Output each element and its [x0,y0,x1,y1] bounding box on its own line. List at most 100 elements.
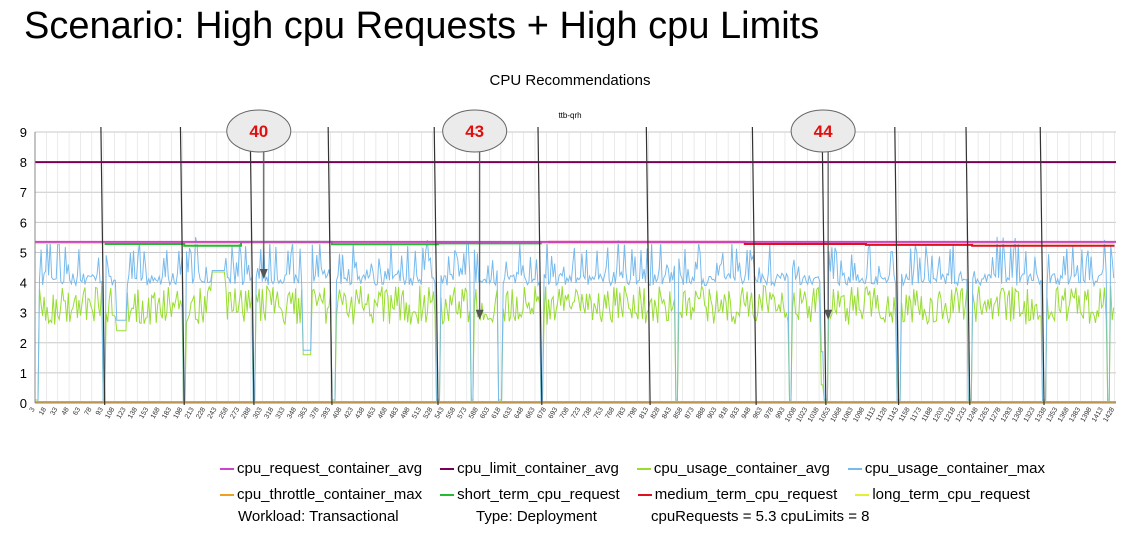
window-divider [821,126,827,406]
x-tick-label: 273 [229,406,241,420]
workload-label: Workload: Transactional [238,508,399,525]
legend-label: cpu_request_container_avg [237,460,423,477]
x-tick-label: 93 [95,406,105,416]
legend-label: cpu_limit_container_avg [457,460,619,477]
x-tick-label: 498 [400,406,412,420]
legend-item: cpu_usage_container_max [847,460,1046,477]
x-tick-label: 963 [752,406,764,420]
annotation-layer: 40 43 44 [226,109,856,320]
window-divider [751,126,757,406]
x-tick-label: 153 [138,406,150,420]
x-tick-label: 663 [525,406,537,420]
x-tick-label: 783 [616,406,628,420]
legend-swatch [636,467,651,470]
y-tick-label: 4 [20,276,27,291]
x-tick-label: 903 [707,406,719,420]
y-tick-label: 0 [20,396,27,411]
x-tick-label: 453 [366,406,378,420]
x-tick-label: 18 [38,406,48,416]
x-tick-label: 543 [434,406,446,420]
annotation-callout: 44 [790,109,856,320]
legend-label: short_term_cpu_request [457,486,620,503]
x-tick-label: 678 [536,406,548,420]
x-tick-label: 468 [377,406,389,420]
legend-label: cpu_usage_container_max [864,460,1046,477]
y-tick-label: 9 [20,125,27,140]
x-tick-label: 768 [604,406,616,420]
annotation-bubble [226,109,292,153]
x-tick-label: 3 [29,406,37,413]
x-tick-label: 108 [104,406,116,420]
x-tick-label: 168 [150,406,162,420]
legend-row: cpu_request_container_avg cpu_limit_conta… [220,460,1045,477]
x-tick-label: 288 [241,406,253,420]
window-divider [965,126,971,406]
window-divider [645,126,651,406]
x-tick-label: 873 [684,406,696,420]
x-tick-label: 723 [570,406,582,420]
x-tick-label: 573 [457,406,469,420]
window-divider [1039,126,1045,406]
x-tick-label: 363 [298,406,310,420]
slide-title: Scenario: High cpu Requests + High cpu L… [24,5,820,47]
x-tick-label: 318 [263,406,275,420]
x-tick-label: 588 [468,406,480,420]
x-tick-label: 933 [729,406,741,420]
x-tick-label: 693 [548,406,560,420]
legend-item: medium_term_cpu_request [637,486,838,503]
x-tick-label: 258 [218,406,230,420]
legend-item: short_term_cpu_request [440,486,620,503]
x-tick-label: 243 [207,406,219,420]
x-tick-label: 213 [184,406,196,420]
x-tick-label: 483 [388,406,400,420]
annotation-label: 40 [249,122,268,141]
legend-swatch [220,493,234,496]
x-tick-label: 648 [513,406,525,420]
x-tick-label: 978 [763,406,775,420]
series-cpu-usage-container-max [35,236,1115,402]
x-tick-label: 333 [275,406,287,420]
x-tick-label: 813 [638,406,650,420]
legend-swatch [220,467,234,470]
x-tick-label: 138 [127,406,139,420]
y-tick-label: 8 [20,155,27,170]
annotation-callout: 40 [226,109,292,280]
series-layer [35,161,1116,403]
legend-item: long_term_cpu_request [855,486,1030,503]
x-tick-label: 423 [343,406,355,420]
x-tick-label: 918 [718,406,730,420]
x-tick-label: 33 [49,406,59,416]
annotation-callout: 43 [442,109,508,320]
x-tick-label: 378 [309,406,321,420]
x-tick-label: 738 [582,406,594,420]
legend-label: cpu_throttle_container_max [237,486,423,503]
window-divider [249,126,255,406]
x-tick-label: 78 [84,406,94,416]
x-tick-label: 798 [627,406,639,420]
x-tick-label: 603 [479,406,491,420]
y-tick-label: 3 [20,306,27,321]
window-divider [537,126,543,406]
annotation-arrowhead [259,269,268,280]
legend-label: medium_term_cpu_request [654,486,838,503]
x-tick-label: 618 [491,406,503,420]
window-divider [179,126,185,406]
x-tick-label: 513 [411,406,423,420]
x-tick-label: 708 [559,406,571,420]
annotation-bubble [442,109,508,153]
x-tick-label: 303 [252,406,264,420]
x-tick-label: 828 [650,406,662,420]
legend-swatch [855,493,870,496]
x-tick-label: 123 [116,406,128,420]
legend-label: long_term_cpu_request [872,486,1030,503]
x-tick-label: 858 [673,406,685,420]
x-tick-label: 948 [741,406,753,420]
chart-title: CPU Recommendations [490,72,651,89]
x-tick-label: 183 [161,406,173,420]
legend-item: cpu_usage_container_avg [636,460,830,477]
x-tick-label: 993 [775,406,787,420]
y-tick-label: 2 [20,336,27,351]
annotation-label: 44 [814,122,833,141]
y-tick-label: 7 [20,185,27,200]
legend-swatch [637,493,652,496]
